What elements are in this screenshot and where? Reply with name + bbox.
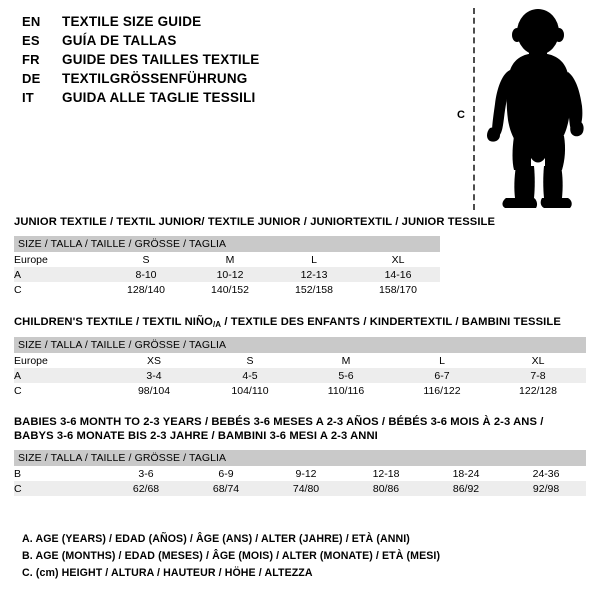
cell-value: 4-5 [202, 368, 298, 383]
cell-value: 92/98 [506, 481, 587, 496]
cell-value: 158/170 [356, 282, 441, 297]
section-title: JUNIOR TEXTILE / TEXTIL JUNIOR/ TEXTILE … [14, 216, 496, 228]
row-label: C [14, 282, 104, 297]
legend-item-c: C. (cm) HEIGHT / ALTURA / HAUTEUR / HÖHE… [22, 567, 313, 579]
cell-value: 80/86 [346, 481, 426, 496]
height-illustration: C [440, 4, 598, 212]
language-title: GUIDA ALLE TAGLIE TESSILI [62, 90, 256, 105]
language-title: GUIDE DES TAILLES TEXTILE [62, 52, 260, 67]
table-row: C 98/104 104/110 110/116 116/122 122/128 [14, 383, 586, 398]
cell-value: 62/68 [106, 481, 186, 496]
language-row-en: EN TEXTILE SIZE GUIDE [22, 12, 422, 31]
cell-value: 68/74 [186, 481, 266, 496]
table-row: C 128/140 140/152 152/158 158/170 [14, 282, 441, 297]
babies-size-table: SIZE / TALLA / TAILLE / GRÖSSE / TAGLIA … [14, 450, 587, 496]
row-label: C [14, 481, 106, 496]
cell-value: 6-7 [394, 368, 490, 383]
cell-value: 7-8 [490, 368, 586, 383]
cell-value: 6-9 [186, 466, 266, 481]
cell-value: 128/140 [104, 282, 188, 297]
cell-value: 74/80 [266, 481, 346, 496]
cell-value: S [104, 252, 188, 267]
table-row: A 8-10 10-12 12-13 14-16 [14, 267, 441, 282]
cell-value: XL [490, 353, 586, 368]
section-junior-textile: JUNIOR TEXTILE / TEXTIL JUNIOR/ TEXTILE … [14, 215, 496, 297]
cell-value: 86/92 [426, 481, 506, 496]
table-row: Europe S M L XL [14, 252, 441, 267]
language-code: EN [22, 14, 41, 29]
height-dashed-guide-line [473, 8, 475, 210]
cell-value: S [202, 353, 298, 368]
language-title: TEXTILGRÖSSENFÜHRUNG [62, 71, 248, 86]
language-title: GUÍA DE TALLAS [62, 33, 177, 48]
cell-value: 8-10 [104, 267, 188, 282]
language-code: DE [22, 71, 41, 86]
height-measure-label: C [457, 109, 465, 121]
cell-value: XL [356, 252, 441, 267]
language-code: ES [22, 33, 40, 48]
row-label: A [14, 368, 106, 383]
junior-size-table: SIZE / TALLA / TAILLE / GRÖSSE / TAGLIA … [14, 236, 441, 297]
language-row-it: IT GUIDA ALLE TAGLIE TESSILI [22, 88, 422, 107]
table-header-bar: SIZE / TALLA / TAILLE / GRÖSSE / TAGLIA [14, 450, 587, 466]
cell-value: 12-13 [272, 267, 356, 282]
cell-value: 12-18 [346, 466, 426, 481]
section-title: CHILDREN'S TEXTILE / TEXTIL NIÑO/A / TEX… [14, 315, 586, 330]
row-label: C [14, 383, 106, 398]
cell-value: 18-24 [426, 466, 506, 481]
cell-value: 122/128 [490, 383, 586, 398]
table-row: A 3-4 4-5 5-6 6-7 7-8 [14, 368, 586, 383]
cell-value: 9-12 [266, 466, 346, 481]
cell-value: 5-6 [298, 368, 394, 383]
size-bar-label: SIZE / TALLA / TAILLE / GRÖSSE / TAGLIA [14, 337, 586, 353]
legend-item-b: B. AGE (MONTHS) / EDAD (MESES) / ÂGE (MO… [22, 550, 441, 562]
table-header-bar: SIZE / TALLA / TAILLE / GRÖSSE / TAGLIA [14, 337, 586, 353]
row-label: A [14, 267, 104, 282]
language-title: TEXTILE SIZE GUIDE [62, 14, 202, 29]
measurement-legend: A. AGE (YEARS) / EDAD (AÑOS) / ÂGE (ANS)… [22, 531, 440, 582]
cell-value: 104/110 [202, 383, 298, 398]
cell-value: 98/104 [106, 383, 202, 398]
cell-value: 3-4 [106, 368, 202, 383]
cell-value: 10-12 [188, 267, 272, 282]
cell-value: M [298, 353, 394, 368]
cell-value: 24-36 [506, 466, 587, 481]
cell-value: L [272, 252, 356, 267]
row-label: B [14, 466, 106, 481]
section-title-line2: BABYS 3-6 MONATE BIS 2-3 JAHRE / BAMBINI… [14, 430, 378, 442]
language-code: IT [22, 90, 34, 105]
cell-value: M [188, 252, 272, 267]
cell-value: 3-6 [106, 466, 186, 481]
row-label: Europe [14, 353, 106, 368]
size-bar-label: SIZE / TALLA / TAILLE / GRÖSSE / TAGLIA [14, 236, 441, 252]
language-row-de: DE TEXTILGRÖSSENFÜHRUNG [22, 69, 422, 88]
section-title-sub: /A [212, 320, 222, 329]
cell-value: XS [106, 353, 202, 368]
legend-item-a: A. AGE (YEARS) / EDAD (AÑOS) / ÂGE (ANS)… [22, 533, 410, 545]
section-babies-textile: BABIES 3-6 MONTH TO 2-3 YEARS / BEBÉS 3-… [14, 415, 587, 496]
cell-value: 110/116 [298, 383, 394, 398]
cell-value: 152/158 [272, 282, 356, 297]
section-title-pre: CHILDREN'S TEXTILE / TEXTIL NIÑO [14, 316, 213, 328]
size-bar-label: SIZE / TALLA / TAILLE / GRÖSSE / TAGLIA [14, 450, 587, 466]
section-title-line1: BABIES 3-6 MONTH TO 2-3 YEARS / BEBÉS 3-… [14, 416, 544, 428]
language-title-block: EN TEXTILE SIZE GUIDE ES GUÍA DE TALLAS … [22, 12, 422, 107]
language-code: FR [22, 52, 40, 67]
language-row-fr: FR GUIDE DES TAILLES TEXTILE [22, 50, 422, 69]
cell-value: 116/122 [394, 383, 490, 398]
table-row: C 62/68 68/74 74/80 80/86 86/92 92/98 [14, 481, 587, 496]
cell-value: 14-16 [356, 267, 441, 282]
children-size-table: SIZE / TALLA / TAILLE / GRÖSSE / TAGLIA … [14, 337, 586, 398]
toddler-silhouette-icon [487, 9, 584, 208]
row-label: Europe [14, 252, 104, 267]
table-row: B 3-6 6-9 9-12 12-18 18-24 24-36 [14, 466, 587, 481]
language-row-es: ES GUÍA DE TALLAS [22, 31, 422, 50]
cell-value: L [394, 353, 490, 368]
cell-value: 140/152 [188, 282, 272, 297]
section-childrens-textile: CHILDREN'S TEXTILE / TEXTIL NIÑO/A / TEX… [14, 315, 586, 398]
table-row: Europe XS S M L XL [14, 353, 586, 368]
section-title-post: / TEXTILE DES ENFANTS / KINDERTEXTIL / B… [221, 316, 561, 328]
table-header-bar: SIZE / TALLA / TAILLE / GRÖSSE / TAGLIA [14, 236, 441, 252]
